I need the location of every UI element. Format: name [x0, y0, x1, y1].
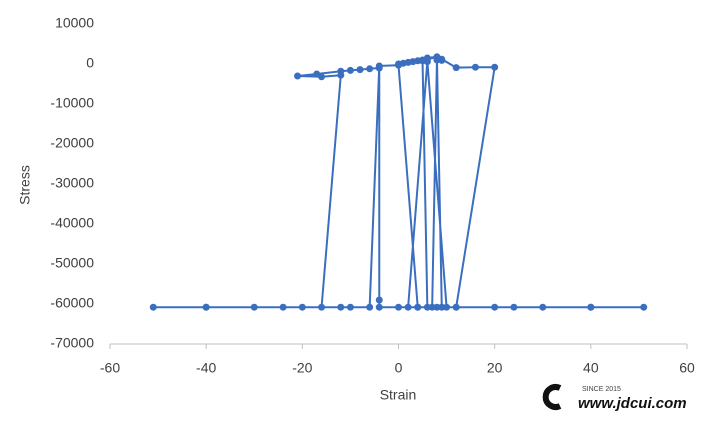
watermark-since: SINCE 2015 — [582, 386, 621, 393]
point — [423, 54, 431, 62]
x-tick-label: 20 — [487, 360, 503, 376]
x-tick-label: -20 — [292, 360, 312, 376]
point — [395, 61, 402, 69]
point — [337, 303, 345, 311]
point — [640, 303, 648, 311]
point — [587, 303, 595, 311]
point — [491, 63, 499, 71]
point — [366, 303, 374, 311]
y-tick-label: -60000 — [50, 295, 94, 311]
point — [375, 303, 383, 311]
y-tick-label: 0 — [86, 55, 94, 71]
y-tick-label: 10000 — [55, 15, 94, 31]
point — [318, 73, 326, 81]
x-tick-label: -40 — [196, 360, 216, 376]
point — [452, 64, 460, 72]
y-tick-label: -70000 — [50, 335, 94, 351]
y-tick-label: -20000 — [50, 135, 94, 151]
point — [298, 303, 306, 311]
y-tick-label: -10000 — [50, 95, 94, 111]
point — [433, 303, 441, 311]
logo — [542, 384, 562, 410]
point — [318, 303, 326, 311]
point — [539, 303, 547, 311]
point — [346, 303, 354, 311]
point — [375, 296, 383, 304]
point — [428, 303, 436, 311]
point — [375, 62, 383, 70]
x-axis-label: Strain — [380, 387, 417, 403]
y-axis-label: Stress — [17, 165, 33, 205]
point — [250, 303, 258, 311]
point — [443, 303, 451, 311]
point — [423, 303, 431, 311]
point — [438, 56, 446, 64]
point — [438, 303, 446, 311]
point — [491, 303, 499, 311]
point — [337, 71, 345, 79]
x-tick-label: 40 — [583, 360, 599, 376]
point — [279, 303, 287, 311]
x-tick-label: -60 — [100, 360, 120, 376]
watermark: SINCE 2015 www.jdcui.com — [542, 384, 687, 412]
point — [404, 303, 412, 311]
x-tick-label: 0 — [395, 360, 403, 376]
point — [294, 72, 302, 80]
point — [433, 53, 441, 61]
y-tick-label: -30000 — [50, 175, 94, 191]
y-tick-label: -40000 — [50, 215, 94, 231]
point — [395, 303, 402, 311]
point — [471, 63, 479, 71]
point — [452, 303, 460, 311]
point — [510, 303, 518, 311]
y-tick-label: -50000 — [50, 255, 94, 271]
point — [202, 303, 210, 311]
point — [356, 66, 364, 74]
series-line — [153, 55, 644, 309]
point — [149, 303, 157, 311]
x-tick-label: 60 — [679, 360, 695, 376]
point — [346, 66, 354, 74]
point — [414, 303, 422, 311]
point — [366, 65, 374, 73]
watermark-url: www.jdcui.com — [578, 395, 687, 412]
